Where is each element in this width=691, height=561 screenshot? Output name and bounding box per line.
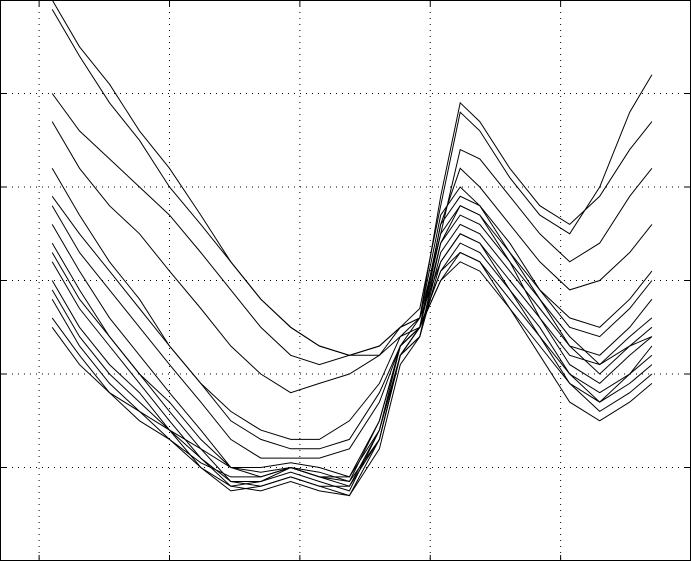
data-line [51,0,653,356]
data-line [51,121,653,394]
data-line [51,205,653,483]
data-line [51,205,653,459]
data-line [51,168,653,440]
data-line [51,233,653,497]
data-line [51,195,653,450]
data-line [51,251,653,478]
data-line [51,233,653,487]
